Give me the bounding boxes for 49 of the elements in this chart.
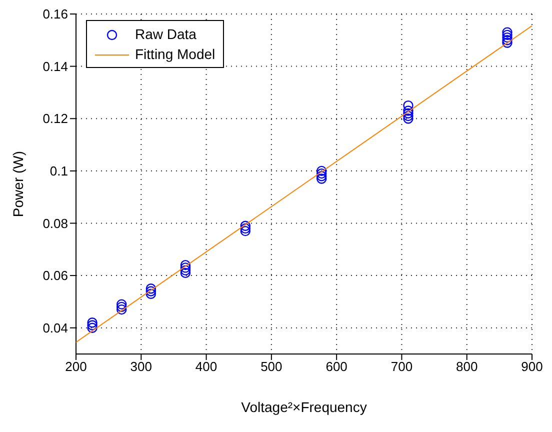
point xyxy=(403,108,414,118)
point xyxy=(403,110,414,122)
x-tick-label: 500 xyxy=(260,359,282,374)
legend-label: Fitting Model xyxy=(134,45,216,64)
point xyxy=(180,262,191,273)
point xyxy=(180,268,191,278)
point xyxy=(316,171,327,182)
y-tick-label: 0.14 xyxy=(42,58,68,74)
point xyxy=(240,226,250,236)
point xyxy=(240,223,250,234)
point xyxy=(146,288,156,299)
point xyxy=(116,299,127,310)
y-tick-label: 0.1 xyxy=(50,164,68,179)
point xyxy=(502,30,512,40)
point xyxy=(502,27,512,38)
point xyxy=(146,286,156,296)
point xyxy=(87,318,98,328)
point xyxy=(316,166,327,176)
y-tick-label: 0.08 xyxy=(42,216,68,231)
point xyxy=(403,106,414,116)
legend-label: Raw Data xyxy=(134,25,198,44)
point xyxy=(403,100,414,111)
y-tick-label: 0.06 xyxy=(42,268,68,284)
point xyxy=(403,114,414,124)
y-tick-label: 0.04 xyxy=(42,320,68,336)
x-axis-title: Voltage²×Frequency xyxy=(241,398,367,415)
point xyxy=(316,168,327,179)
point xyxy=(502,38,512,48)
point xyxy=(87,322,98,333)
point xyxy=(502,35,512,46)
x-tick-label: 200 xyxy=(65,359,87,374)
y-tick-label: 0.12 xyxy=(42,111,68,126)
point xyxy=(316,174,327,184)
point xyxy=(180,260,191,270)
x-tick-label: 400 xyxy=(195,359,218,374)
x-tick-label: 800 xyxy=(456,359,478,374)
y-axis-title: Power (W) xyxy=(10,150,26,218)
x-tick-label: 900 xyxy=(521,359,543,374)
y-tick-label: 0.16 xyxy=(42,6,68,22)
point xyxy=(240,220,250,231)
point xyxy=(116,302,127,312)
point xyxy=(180,265,191,276)
point xyxy=(87,320,98,330)
x-tick-label: 700 xyxy=(390,359,413,374)
point xyxy=(116,304,127,315)
x-tick-label: 300 xyxy=(130,359,152,374)
point xyxy=(146,284,156,294)
point xyxy=(502,32,512,43)
x-tick-label: 600 xyxy=(326,359,348,374)
